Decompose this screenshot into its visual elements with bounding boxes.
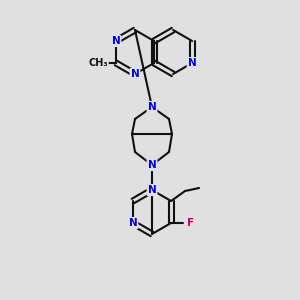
Text: F: F [188,218,195,228]
Text: CH₃: CH₃ [88,58,108,68]
Text: N: N [148,102,156,112]
Text: N: N [112,36,120,46]
Text: N: N [148,160,156,170]
Text: N: N [188,58,197,68]
Text: N: N [148,185,156,195]
Text: N: N [130,69,140,79]
Text: N: N [129,218,137,228]
